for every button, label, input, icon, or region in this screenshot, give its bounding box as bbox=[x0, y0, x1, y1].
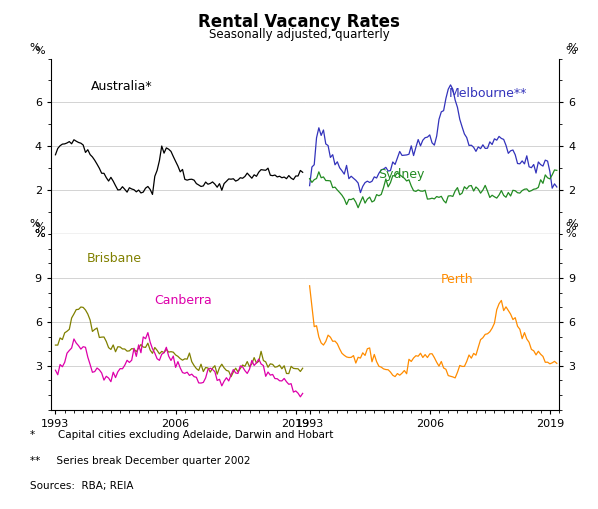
Text: %: % bbox=[29, 219, 40, 229]
Text: %: % bbox=[568, 43, 578, 53]
Text: %: % bbox=[34, 221, 45, 232]
Text: Sources:  RBA; REIA: Sources: RBA; REIA bbox=[30, 481, 133, 491]
Text: %: % bbox=[565, 221, 576, 232]
Text: Canberra: Canberra bbox=[154, 294, 212, 307]
Text: %: % bbox=[34, 229, 45, 239]
Text: Rental Vacancy Rates: Rental Vacancy Rates bbox=[198, 13, 400, 31]
Text: **     Series break December quarter 2002: ** Series break December quarter 2002 bbox=[30, 456, 251, 466]
Text: Brisbane: Brisbane bbox=[86, 252, 141, 265]
Text: Perth: Perth bbox=[441, 273, 474, 286]
Text: %: % bbox=[34, 46, 45, 56]
Text: *       Capital cities excluding Adelaide, Darwin and Hobart: * Capital cities excluding Adelaide, Dar… bbox=[30, 430, 333, 440]
Text: Melbourne**: Melbourne** bbox=[448, 87, 527, 100]
Text: %: % bbox=[34, 229, 45, 239]
Text: Australia*: Australia* bbox=[91, 80, 153, 93]
Text: %: % bbox=[565, 46, 576, 56]
Text: %: % bbox=[565, 229, 576, 239]
Text: %: % bbox=[568, 219, 578, 229]
Text: %: % bbox=[29, 43, 40, 53]
Text: Seasonally adjusted, quarterly: Seasonally adjusted, quarterly bbox=[209, 28, 389, 41]
Text: Sydney: Sydney bbox=[379, 168, 425, 181]
